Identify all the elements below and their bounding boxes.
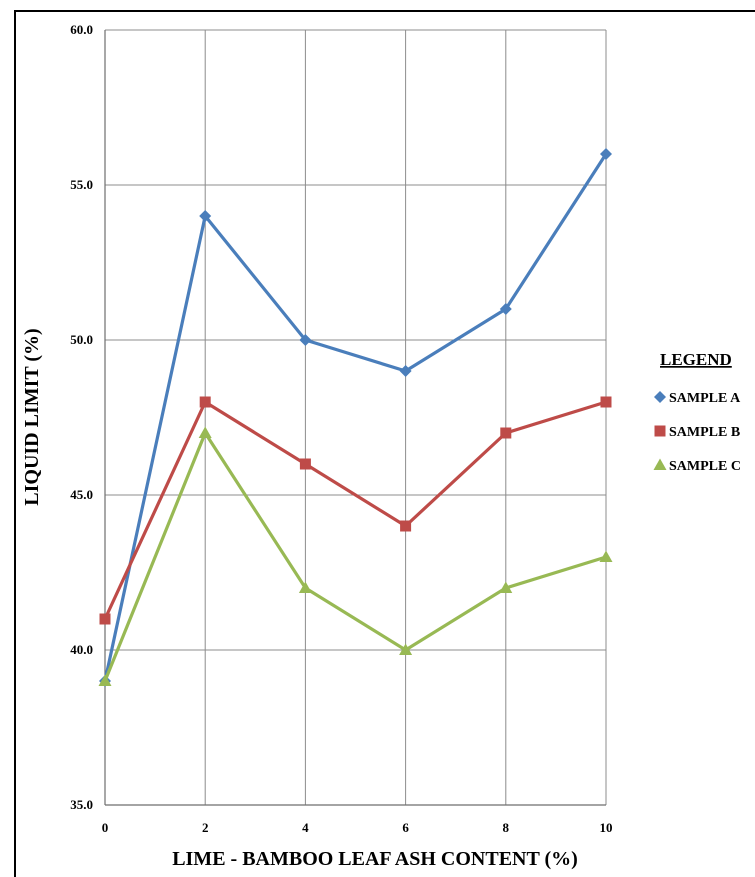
gridlines — [104, 29, 607, 806]
data-point-2-5 — [599, 550, 613, 562]
data-point-2-0 — [98, 674, 112, 686]
series-line-1 — [103, 400, 607, 620]
chart-frame — [14, 10, 755, 877]
legend-title: LEGEND — [660, 350, 732, 369]
y-tick-label-4: 55.0 — [70, 177, 93, 192]
x-tick-label-4: 8 — [503, 820, 510, 835]
data-point-1-5 — [600, 396, 612, 408]
data-point-2-4 — [499, 581, 513, 593]
data-point-0-1 — [199, 210, 212, 222]
x-tick-label-3: 6 — [402, 820, 409, 835]
data-point-2-2 — [298, 581, 312, 593]
data-point-0-4 — [499, 303, 512, 315]
legend-label-2: SAMPLE C — [669, 459, 741, 474]
y-tick-label-2: 45.0 — [70, 487, 93, 502]
data-point-2-1 — [198, 426, 212, 438]
series-line-2 — [103, 431, 607, 682]
legend-marker-0 — [654, 391, 666, 403]
data-point-1-1 — [199, 396, 211, 408]
legend-label-0: SAMPLE A — [669, 391, 741, 406]
data-point-2-3 — [399, 643, 413, 655]
series-0 — [99, 148, 612, 687]
data-point-1-0 — [99, 613, 111, 625]
x-tick-label-2: 4 — [302, 820, 309, 835]
legend-label-1: SAMPLE B — [669, 425, 740, 440]
data-point-0-3 — [399, 365, 412, 377]
y-tick-label-3: 50.0 — [70, 332, 93, 347]
data-point-1-4 — [500, 427, 512, 439]
legend: LEGEND SAMPLE A SAMPLE B SAMPLE C — [653, 350, 741, 474]
y-tick-label-5: 60.0 — [70, 22, 93, 37]
series-1 — [99, 396, 612, 625]
data-point-1-2 — [299, 458, 311, 470]
legend-marker-1 — [654, 425, 666, 437]
x-tick-labels: 0 2 4 6 8 10 — [102, 820, 613, 835]
y-tick-label-1: 40.0 — [70, 642, 93, 657]
axes — [104, 30, 606, 806]
y-tick-labels: 35.0 40.0 45.0 50.0 55.0 60.0 — [70, 22, 93, 812]
data-point-1-3 — [400, 520, 412, 532]
y-tick-label-0: 35.0 — [70, 797, 93, 812]
series-group — [98, 148, 613, 687]
data-point-0-5 — [600, 148, 612, 160]
series-2 — [98, 426, 613, 686]
legend-marker-2 — [653, 458, 667, 470]
x-tick-label-0: 0 — [102, 820, 109, 835]
data-point-0-2 — [299, 334, 312, 346]
y-axis-label: LIQUID LIMIT (%) — [21, 328, 43, 505]
series-line-0 — [103, 153, 608, 682]
x-tick-label-5: 10 — [600, 820, 613, 835]
x-axis-label: LIME - BAMBOO LEAF ASH CONTENT (%) — [172, 848, 578, 870]
x-tick-label-1: 2 — [202, 820, 209, 835]
